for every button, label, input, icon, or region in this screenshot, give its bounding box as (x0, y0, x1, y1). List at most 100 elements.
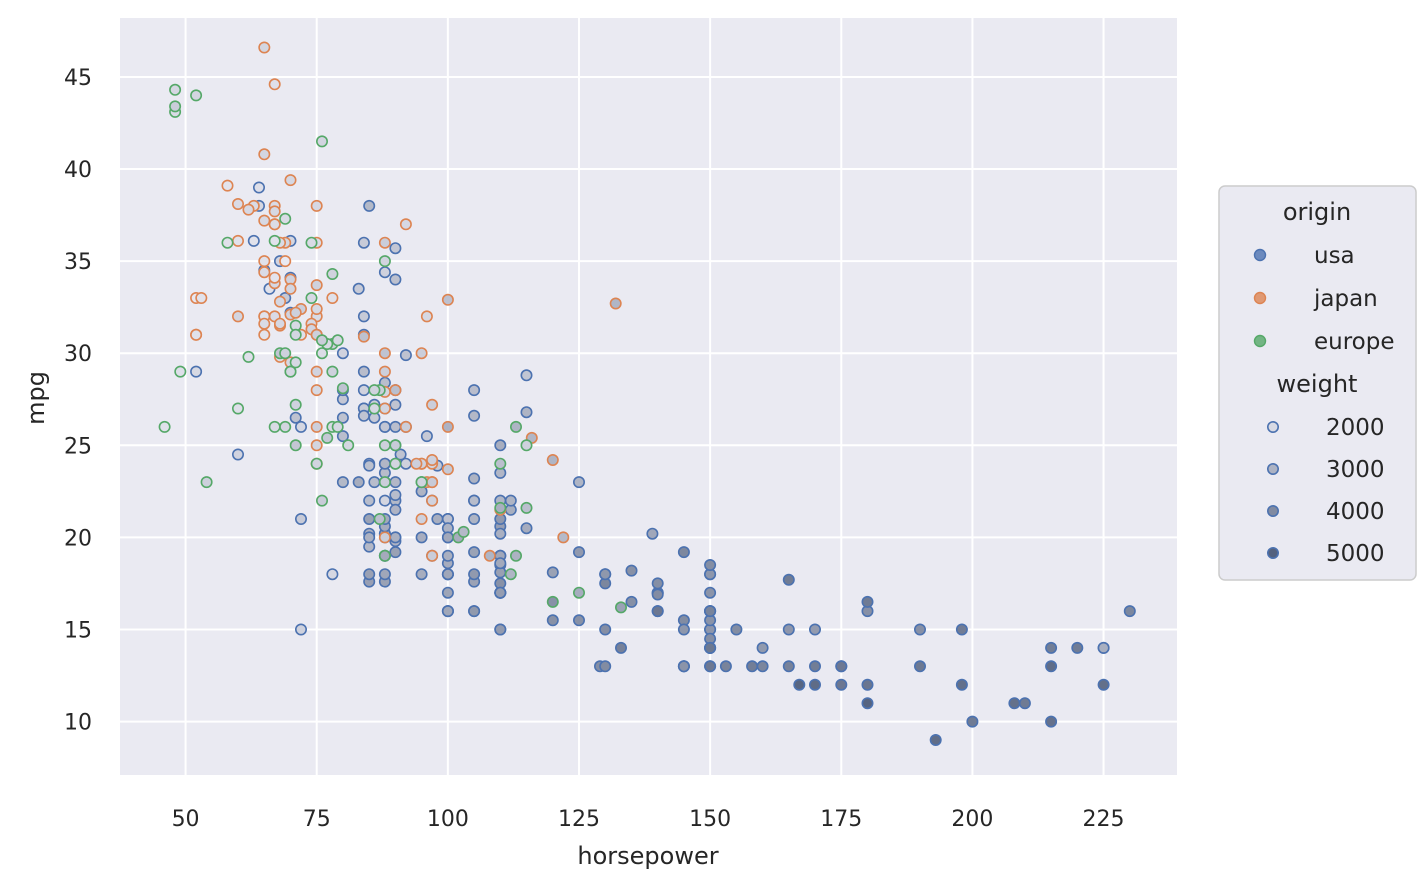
data-point-usa (913, 660, 926, 673)
data-point-usa (468, 546, 481, 559)
data-point-usa (289, 411, 302, 424)
data-point-usa (363, 459, 376, 472)
data-point-japan (378, 347, 391, 360)
legend-label-europe: europe (1314, 329, 1395, 355)
x-tick-label: 100 (427, 807, 469, 832)
data-point-europe (232, 402, 245, 415)
data-point-europe (200, 476, 213, 489)
data-point-japan (232, 234, 245, 247)
data-point-usa (336, 347, 349, 360)
data-point-japan (273, 317, 286, 330)
data-point-japan (284, 174, 297, 187)
data-point-europe (378, 549, 391, 562)
data-point-usa (808, 623, 821, 636)
data-point-japan (378, 365, 391, 378)
data-point-usa (363, 531, 376, 544)
data-point-usa (378, 568, 391, 581)
data-point-japan (389, 384, 402, 397)
data-point-usa (294, 512, 307, 525)
data-point-japan (310, 384, 323, 397)
data-point-usa (378, 420, 391, 433)
data-point-europe (389, 457, 402, 470)
legend-weight-label: 3000 (1326, 457, 1385, 483)
x-tick-label: 50 (172, 807, 200, 832)
data-point-usa (336, 476, 349, 489)
legend-origin-title: origin (1283, 198, 1351, 226)
data-point-usa (793, 678, 806, 691)
data-point-usa (572, 476, 585, 489)
data-point-japan (258, 214, 271, 227)
data-point-usa (368, 476, 381, 489)
data-point-usa (468, 384, 481, 397)
data-point-usa (955, 678, 968, 691)
data-point-usa (394, 448, 407, 461)
data-point-usa (504, 494, 517, 507)
legend-weight-label: 4000 (1326, 499, 1385, 525)
data-point-japan (310, 420, 323, 433)
data-point-usa (441, 568, 454, 581)
data-point-usa (704, 660, 717, 673)
data-point-usa (399, 349, 412, 362)
data-point-usa (1045, 641, 1058, 654)
data-point-usa (357, 236, 370, 249)
data-point-usa (363, 568, 376, 581)
data-point-usa (253, 181, 266, 194)
x-tick-label: 175 (820, 807, 862, 832)
data-point-usa (468, 494, 481, 507)
data-point-japan (357, 330, 370, 343)
data-point-usa (835, 660, 848, 673)
data-point-usa (494, 557, 507, 570)
data-point-japan (483, 549, 496, 562)
data-point-usa (247, 234, 260, 247)
data-point-usa (599, 660, 612, 673)
data-point-usa (1071, 641, 1084, 654)
legend-marker-usa (1253, 248, 1267, 262)
data-point-japan (310, 199, 323, 212)
data-point-europe (368, 384, 381, 397)
data-point-europe (315, 135, 328, 148)
data-point-usa (546, 614, 559, 627)
y-tick-label: 20 (64, 526, 92, 551)
data-point-europe (158, 420, 171, 433)
data-point-japan (258, 148, 271, 161)
data-point-europe (289, 398, 302, 411)
data-point-usa (808, 678, 821, 691)
data-point-europe (279, 347, 292, 360)
data-point-usa (704, 605, 717, 618)
data-point-europe (326, 365, 339, 378)
data-point-usa (719, 660, 732, 673)
data-point-europe (221, 236, 234, 249)
data-point-japan (415, 347, 428, 360)
x-tick-label: 150 (689, 807, 731, 832)
legend-box (1218, 185, 1417, 581)
data-point-usa (441, 605, 454, 618)
data-point-usa (336, 430, 349, 443)
data-point-usa (352, 476, 365, 489)
data-point-japan (258, 41, 271, 54)
x-axis-ticks: 50 75 100 125 150 175 200 225 (172, 807, 1125, 832)
data-point-usa (599, 568, 612, 581)
data-point-usa (520, 406, 533, 419)
data-point-usa (913, 623, 926, 636)
data-point-europe (289, 328, 302, 341)
data-point-usa (389, 531, 402, 544)
data-point-usa (808, 660, 821, 673)
legend-weight-label: 5000 (1326, 541, 1385, 567)
data-point-japan (426, 398, 439, 411)
data-point-usa (357, 365, 370, 378)
data-point-europe (378, 255, 391, 268)
data-point-usa (756, 660, 769, 673)
data-point-usa (782, 660, 795, 673)
data-point-usa (1018, 697, 1031, 710)
data-point-usa (782, 573, 795, 586)
y-tick-label: 10 (64, 711, 92, 736)
data-point-europe (494, 501, 507, 514)
data-point-usa (352, 282, 365, 295)
legend-weight-marker (1267, 546, 1280, 559)
data-point-europe (305, 236, 318, 249)
data-point-japan (310, 302, 323, 315)
data-point-usa (363, 512, 376, 525)
data-point-europe (268, 420, 281, 433)
data-point-usa (861, 678, 874, 691)
data-point-europe (336, 382, 349, 395)
